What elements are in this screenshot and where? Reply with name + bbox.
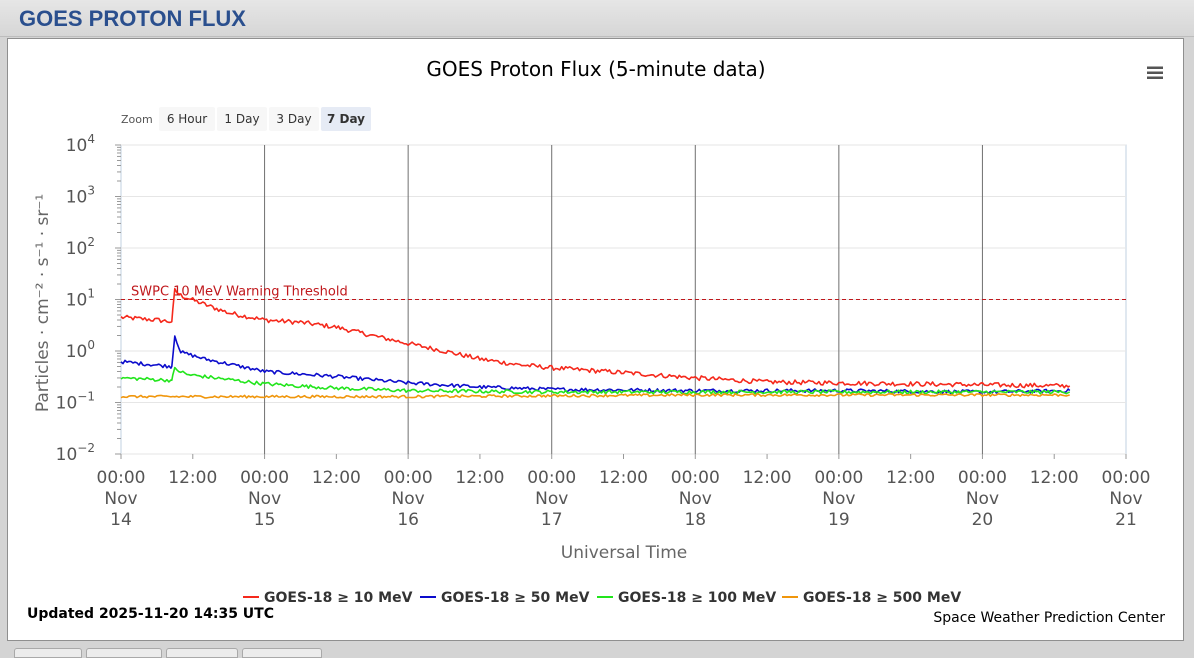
y-axis-label: Particles · cm⁻² · s⁻¹ · sr⁻¹ [33, 194, 53, 412]
x-tick-time: 12:00 [455, 468, 504, 488]
svg-text:GOES-18 ≥ 500 MeV: GOES-18 ≥ 500 MeV [803, 590, 961, 606]
x-tick-month: Nov [679, 489, 712, 509]
page-title: GOES PROTON FLUX [19, 6, 246, 31]
x-tick-time: 12:00 [886, 468, 935, 488]
x-tick-month: Nov [392, 489, 425, 509]
x-tick-time: 00:00 [97, 468, 146, 488]
y-tick-label: 101 [66, 287, 95, 311]
updated-timestamp: Updated 2025-11-20 14:35 UTC [27, 606, 274, 622]
y-tick-label: 102 [66, 235, 95, 259]
svg-text:3 Day: 3 Day [276, 112, 311, 126]
x-tick-day: 14 [110, 510, 132, 530]
x-tick-month: Nov [248, 489, 281, 509]
legend-item-1[interactable]: GOES-18 ≥ 10 MeV [243, 590, 413, 606]
legend-item-2[interactable]: GOES-18 ≥ 50 MeV [420, 590, 590, 606]
x-tick-time: 00:00 [814, 468, 863, 488]
series-line-4 [120, 392, 1070, 399]
proton-flux-chart: GOES Proton Flux (5-minute data) Zoom 6 … [27, 57, 1165, 626]
x-tick-month: Nov [104, 489, 137, 509]
bottom-tab[interactable] [242, 648, 322, 658]
hamburger-menu-icon[interactable] [1146, 64, 1164, 82]
legend-item-4[interactable]: GOES-18 ≥ 500 MeV [782, 590, 961, 606]
x-tick-day: 18 [684, 510, 706, 530]
x-tick-day: 17 [541, 510, 563, 530]
y-tick-label: 104 [66, 132, 95, 156]
x-tick-month: Nov [822, 489, 855, 509]
zoom-label: Zoom [121, 113, 153, 126]
svg-text:GOES-18 ≥ 10 MeV: GOES-18 ≥ 10 MeV [264, 590, 413, 606]
zoom-button-6-hour[interactable]: 6 Hour [159, 107, 215, 131]
x-tick-month: Nov [535, 489, 568, 509]
chart-panel: GOES Proton Flux (5-minute data) Zoom 6 … [7, 38, 1184, 641]
x-tick-day: 21 [1115, 510, 1137, 530]
y-tick-label: 10−1 [56, 390, 95, 414]
threshold-label: SWPC 10 MeV Warning Threshold [131, 285, 348, 300]
page-header: GOES PROTON FLUX [0, 0, 1194, 37]
x-tick-time: 12:00 [743, 468, 792, 488]
x-tick-day: 16 [397, 510, 419, 530]
svg-text:GOES-18 ≥ 100 MeV: GOES-18 ≥ 100 MeV [618, 590, 776, 606]
chart-legend: GOES-18 ≥ 10 MeV GOES-18 ≥ 50 MeV GOES-18 … [243, 590, 961, 606]
x-tick-time: 12:00 [312, 468, 361, 488]
bottom-tab[interactable] [86, 648, 162, 658]
x-tick-time: 12:00 [599, 468, 648, 488]
svg-text:6 Hour: 6 Hour [167, 112, 207, 126]
bottom-tab[interactable] [14, 648, 82, 658]
legend-item-3[interactable]: GOES-18 ≥ 100 MeV [597, 590, 776, 606]
x-tick-day: 20 [972, 510, 994, 530]
bottom-tab[interactable] [166, 648, 238, 658]
y-tick-label: 103 [66, 184, 95, 208]
series-line-1 [120, 287, 1071, 389]
y-tick-label: 10−2 [56, 441, 95, 465]
chart-title: GOES Proton Flux (5-minute data) [426, 57, 765, 81]
x-tick-month: Nov [1109, 489, 1142, 509]
svg-text:7 Day: 7 Day [327, 112, 365, 126]
svg-text:GOES-18 ≥ 50 MeV: GOES-18 ≥ 50 MeV [441, 590, 590, 606]
x-tick-time: 00:00 [527, 468, 576, 488]
x-tick-time: 00:00 [384, 468, 433, 488]
x-tick-time: 00:00 [671, 468, 720, 488]
x-tick-time: 00:00 [1102, 468, 1151, 488]
zoom-button-1-day[interactable]: 1 Day [217, 107, 267, 131]
y-tick-label: 100 [66, 338, 95, 362]
zoom-controls: Zoom 6 Hour 1 Day 3 Day 7 Day [121, 107, 371, 131]
bottom-tabs-strip [0, 641, 1194, 658]
credit-text: Space Weather Prediction Center [933, 610, 1165, 626]
x-tick-time: 00:00 [958, 468, 1007, 488]
x-tick-time: 00:00 [240, 468, 289, 488]
x-tick-month: Nov [966, 489, 999, 509]
x-tick-day: 15 [254, 510, 276, 530]
series-line-3 [120, 366, 1071, 395]
x-tick-time: 12:00 [168, 468, 217, 488]
zoom-button-7-day[interactable]: 7 Day [321, 107, 371, 131]
x-tick-time: 12:00 [1030, 468, 1079, 488]
svg-text:1 Day: 1 Day [224, 112, 259, 126]
zoom-button-3-day[interactable]: 3 Day [269, 107, 319, 131]
x-axis-label: Universal Time [561, 543, 687, 563]
x-tick-day: 19 [828, 510, 850, 530]
